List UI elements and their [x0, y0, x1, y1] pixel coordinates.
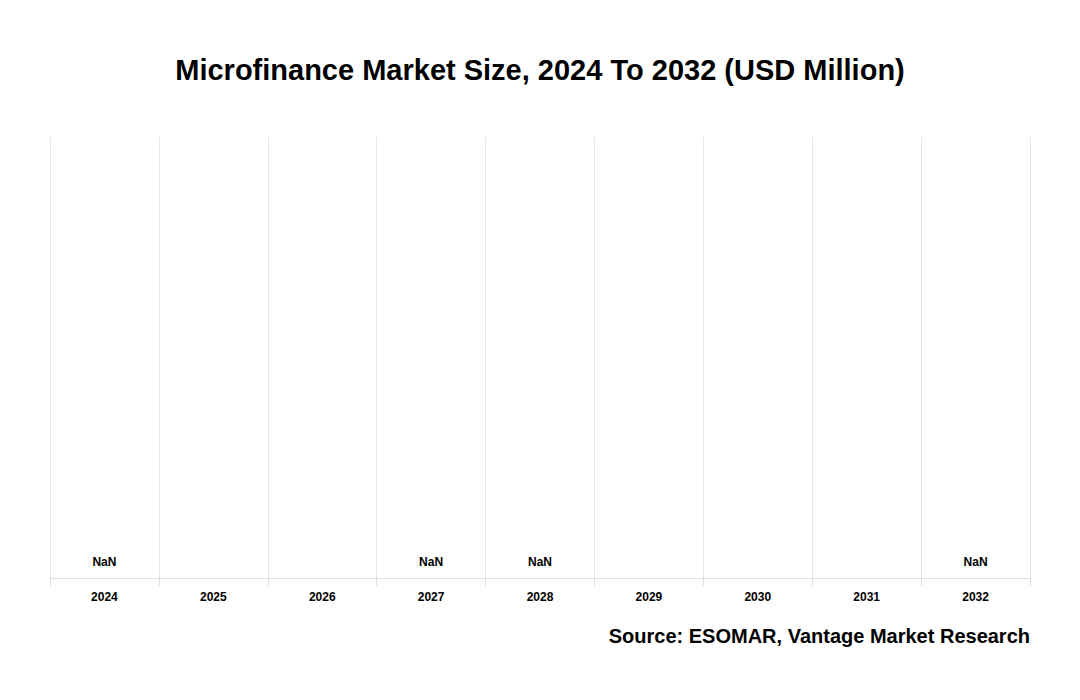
svg-text:2032: 2032 — [962, 590, 989, 604]
svg-text:NaN: NaN — [92, 555, 116, 569]
svg-text:NaN: NaN — [419, 555, 443, 569]
svg-text:2027: 2027 — [418, 590, 445, 604]
svg-text:2026: 2026 — [309, 590, 336, 604]
svg-text:2025: 2025 — [200, 590, 227, 604]
svg-text:2029: 2029 — [636, 590, 663, 604]
svg-text:NaN: NaN — [528, 555, 552, 569]
svg-text:2028: 2028 — [527, 590, 554, 604]
svg-text:2031: 2031 — [853, 590, 880, 604]
svg-text:2024: 2024 — [91, 590, 118, 604]
svg-text:Microfinance Market Size, 2024: Microfinance Market Size, 2024 To 2032 (… — [175, 54, 905, 86]
svg-text:NaN: NaN — [964, 555, 988, 569]
svg-text:Source: ESOMAR, Vantage Market: Source: ESOMAR, Vantage Market Research — [609, 625, 1030, 647]
svg-text:2030: 2030 — [744, 590, 771, 604]
